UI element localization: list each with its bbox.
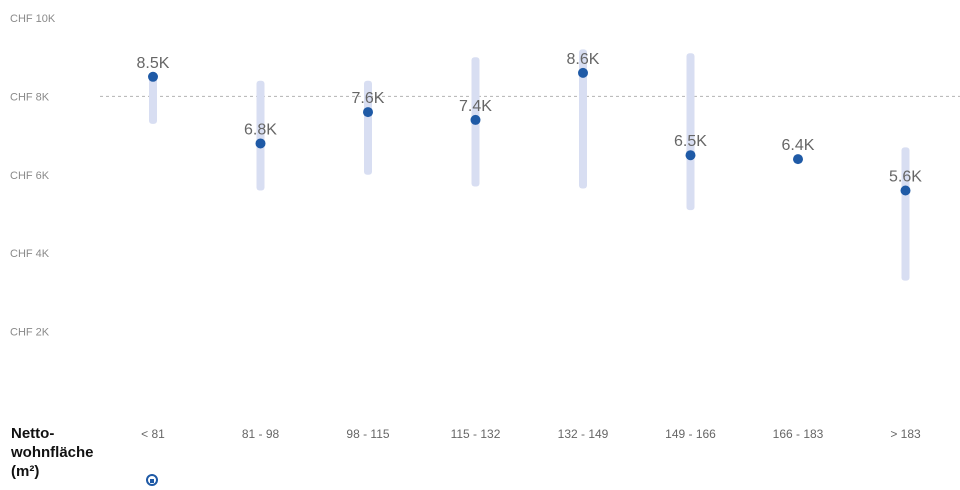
data-labels: 8.5K 6.8K 7.6K 7.4K 8.6K 6.5K 6.4K 5.6K [137, 51, 923, 186]
y-tick-label: CHF 2K [10, 327, 50, 339]
y-tick-label: CHF 6K [10, 170, 50, 182]
range-bars [149, 49, 910, 281]
x-tick-label: 166 - 183 [773, 427, 824, 441]
x-tick-label: 132 - 149 [558, 427, 609, 441]
range-bar [256, 80, 265, 191]
x-tick-label: 115 - 132 [451, 427, 501, 441]
data-points [148, 67, 911, 196]
data-label: 8.5K [137, 55, 170, 72]
range-bar [364, 80, 372, 175]
data-point[interactable] [900, 185, 911, 196]
range-bar [901, 147, 910, 281]
data-label: 8.6K [567, 51, 600, 68]
y-tick-label: CHF 8K [10, 91, 50, 103]
data-point[interactable] [148, 71, 158, 82]
x-axis-title: Netto- wohnfläche (m²) [11, 425, 94, 480]
home-icon[interactable] [146, 474, 158, 486]
data-point[interactable] [793, 154, 803, 165]
y-axis-ticks: CHF 10K CHF 8K CHF 6K CHF 4K CHF 2K [10, 13, 56, 339]
x-tick-label: 81 - 98 [242, 427, 280, 441]
x-tick-label: 149 - 166 [665, 427, 716, 441]
data-label: 7.4K [459, 98, 492, 115]
data-label: 5.6K [889, 168, 922, 185]
y-tick-label: CHF 10K [10, 13, 56, 25]
data-point[interactable] [685, 150, 696, 161]
data-point[interactable] [255, 138, 266, 149]
x-tick-label: 98 - 115 [346, 427, 389, 441]
range-bar [149, 72, 157, 124]
x-tick-label: < 81 [141, 427, 165, 441]
data-point[interactable] [578, 67, 588, 78]
y-tick-label: CHF 4K [10, 248, 50, 260]
x-axis-ticks: < 81 81 - 98 98 - 115 115 - 132 132 - 149 149… [141, 427, 921, 441]
data-label: 6.4K [782, 137, 815, 154]
data-label: 6.8K [244, 121, 277, 138]
data-point[interactable] [363, 107, 373, 118]
range-bar [686, 53, 695, 211]
range-bar [579, 49, 587, 189]
data-point[interactable] [470, 114, 481, 125]
data-label: 6.5K [674, 133, 707, 150]
data-label: 7.6K [352, 90, 385, 107]
x-tick-label: > 183 [890, 427, 921, 441]
